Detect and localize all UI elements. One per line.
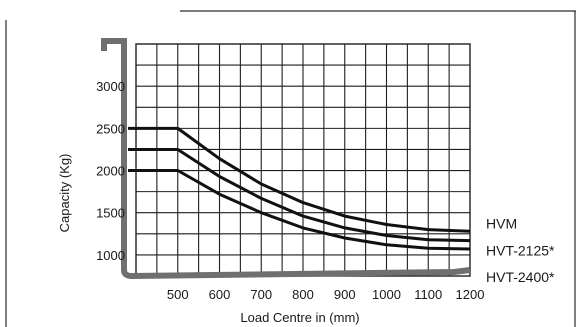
- y-tick-label: 3000: [96, 79, 125, 94]
- series-labels: HVM HVT-2125* HVT-2400*: [486, 215, 555, 285]
- x-tick-label: 1100: [414, 287, 442, 302]
- capacity-curves: [128, 126, 471, 251]
- fork-outline: [101, 38, 471, 280]
- y-axis-label: Capacity (Kg): [57, 154, 72, 233]
- x-tick-label: 700: [250, 287, 272, 302]
- x-axis-label: Load Centre in (mm): [240, 310, 359, 325]
- series-line-3: [128, 169, 471, 251]
- y-axis-ticks: 1000 1500 2000 2500 3000: [96, 79, 125, 263]
- grid: [135, 43, 471, 277]
- x-tick-label: 900: [334, 287, 356, 302]
- x-tick-label: 800: [292, 287, 314, 302]
- series-label-3: HVT-2400*: [486, 269, 555, 285]
- series-line-2: [128, 148, 471, 243]
- x-tick-label: 600: [209, 287, 231, 302]
- series-label-1: HVM: [486, 215, 517, 231]
- y-tick-label: 2500: [96, 121, 125, 136]
- x-tick-label: 500: [167, 287, 189, 302]
- x-tick-label: 1000: [372, 287, 401, 302]
- x-axis-ticks: 500 600 700 800 900 1000 1100 1200: [167, 287, 485, 302]
- x-tick-label: 1200: [456, 287, 485, 302]
- y-tick-label: 2000: [96, 164, 125, 179]
- y-tick-label: 1500: [96, 206, 125, 221]
- y-tick-label: 1000: [96, 248, 125, 263]
- series-label-2: HVT-2125*: [486, 243, 555, 259]
- series-line-1: [128, 126, 471, 233]
